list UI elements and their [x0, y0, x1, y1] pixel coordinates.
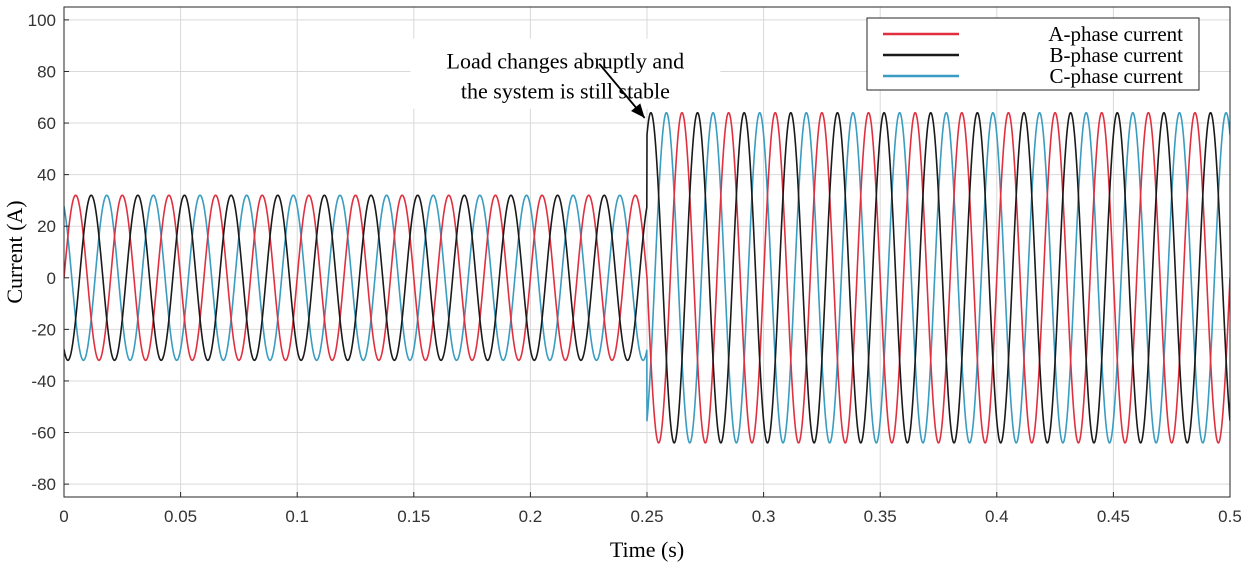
- y-tick-label: 40: [37, 166, 56, 185]
- y-tick-label: -40: [31, 372, 56, 391]
- y-tick-label: -20: [31, 320, 56, 339]
- series-line-c-phase-current: [64, 111, 1230, 444]
- x-tick-label: 0.1: [285, 507, 309, 526]
- y-tick-label: 80: [37, 62, 56, 81]
- y-tick-label: 100: [28, 11, 56, 30]
- x-tick-label: 0.2: [519, 507, 543, 526]
- legend-entry-label: A-phase current: [1048, 22, 1183, 46]
- x-tick-label: 0.05: [164, 507, 197, 526]
- x-tick-label: 0.25: [630, 507, 663, 526]
- y-tick-label: -80: [31, 475, 56, 494]
- annotation: Load changes abruptly and the system is s…: [410, 38, 721, 119]
- y-tick-label: 0: [47, 269, 56, 288]
- y-tick-label: 60: [37, 114, 56, 133]
- x-tick-label: 0.45: [1097, 507, 1130, 526]
- x-tick-label: 0.4: [985, 507, 1009, 526]
- series-lines: [64, 111, 1230, 444]
- y-tick-label: 20: [37, 217, 56, 236]
- x-axis-label: Time (s): [610, 537, 684, 562]
- annotation-text: Load changes abruptly and: [447, 49, 685, 74]
- annotation-text: the system is still stable: [461, 79, 670, 104]
- x-tick-label: 0: [59, 507, 68, 526]
- y-tick-label: -60: [31, 424, 56, 443]
- legend-entry-label: B-phase current: [1049, 43, 1183, 67]
- series-line-b-phase-current: [64, 111, 1230, 444]
- x-tick-label: 0.15: [397, 507, 430, 526]
- annotation-arrow-head: [631, 103, 645, 118]
- x-tick-label: 0.3: [752, 507, 776, 526]
- x-tick-label: 0.35: [864, 507, 897, 526]
- tick-labels: 0 0.05 0.1 0.15 0.2 0.25 0.3 0.35 0.4 0.45 0.5 -80 -…: [28, 11, 1242, 526]
- x-tick-label: 0.5: [1218, 507, 1242, 526]
- annotation-background: [410, 38, 721, 109]
- series-line-a-phase-current: [64, 111, 1230, 444]
- legend-entry-label: C-phase current: [1049, 64, 1183, 88]
- y-axis-label: Current (A): [2, 200, 27, 303]
